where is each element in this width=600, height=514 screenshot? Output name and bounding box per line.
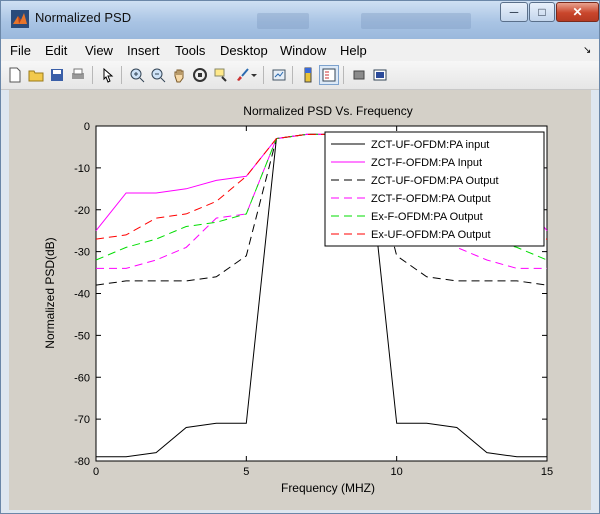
matlab-icon — [11, 10, 29, 28]
x-tick-label: 10 — [391, 466, 403, 478]
window-title: Normalized PSD — [35, 10, 132, 25]
brush-dropdown-icon[interactable] — [249, 65, 259, 85]
legend[interactable]: ZCT-UF-OFDM:PA input ZCT-F-OFDM:PA Input Z… — [324, 131, 545, 247]
print-icon[interactable] — [68, 65, 88, 85]
colorbar-icon[interactable] — [298, 65, 318, 85]
legend-box — [324, 131, 545, 247]
menu-bar: File Edit View Insert Tools Desktop Wind… — [1, 39, 599, 61]
brush-icon[interactable] — [232, 65, 252, 85]
y-tick-label: -80 — [74, 456, 90, 468]
legend-entry: Ex-UF-OFDM:PA Output — [371, 229, 491, 241]
link-plot-icon[interactable] — [269, 65, 289, 85]
menu-view[interactable]: View — [85, 43, 113, 58]
x-tick-label: 15 — [541, 466, 553, 478]
zoom-out-icon[interactable] — [148, 65, 168, 85]
y-tick-label: -60 — [74, 372, 90, 384]
menu-tools[interactable]: Tools — [175, 43, 206, 58]
pan-hand-icon[interactable] — [169, 65, 189, 85]
x-tick-label: 5 — [243, 466, 249, 478]
menu-file[interactable]: File — [10, 43, 31, 58]
series-line-2 — [95, 133, 548, 286]
series-line-5 — [95, 133, 548, 240]
minimize-icon: ─ — [509, 5, 519, 19]
minimize-button[interactable]: ─ — [500, 2, 528, 22]
background-ghost — [361, 13, 471, 29]
y-tick-label: -70 — [74, 414, 90, 426]
y-axis-label: Normalized PSD(dB) — [43, 237, 57, 348]
toolbar-separator — [263, 66, 264, 84]
open-folder-icon[interactable] — [26, 65, 46, 85]
zoom-in-icon[interactable] — [127, 65, 147, 85]
menu-desktop[interactable]: Desktop — [220, 43, 268, 58]
legend-entry: ZCT-F-OFDM:PA Output — [371, 193, 491, 205]
axis-ticks: 0-10-20-30-40-50-60-70-800 5 10 15 — [74, 121, 553, 478]
chart-title: Normalized PSD Vs. Frequency — [243, 104, 412, 118]
menu-window[interactable]: Window — [280, 43, 327, 58]
background-ghost — [257, 13, 309, 29]
legend-entry: ZCT-UF-OFDM:PA Output — [371, 175, 499, 187]
data-cursor-icon[interactable] — [211, 65, 231, 85]
x-axis-label: Frequency (MHZ) — [281, 481, 375, 495]
close-button[interactable]: ✕ — [556, 2, 599, 22]
save-icon[interactable] — [47, 65, 67, 85]
pointer-icon[interactable] — [98, 65, 118, 85]
show-plot-tools-icon[interactable] — [370, 65, 390, 85]
plot-svg: Normalized PSD Vs. Frequency 0 -10 -20 -30 -… — [43, 104, 553, 495]
toolbar-separator — [292, 66, 293, 84]
rotate-3d-icon[interactable] — [190, 65, 210, 85]
new-file-icon[interactable] — [5, 65, 25, 85]
hide-plot-tools-icon[interactable] — [349, 65, 369, 85]
dock-arrow-icon[interactable]: ↘ — [583, 45, 592, 56]
title-bar[interactable]: Normalized PSD ─ □ ✕ — [1, 1, 599, 39]
toolbar-separator — [121, 66, 122, 84]
menu-help[interactable]: Help — [340, 43, 367, 58]
toolbar-separator — [92, 66, 93, 84]
close-icon: ✕ — [572, 5, 583, 19]
y-tick-label: -10 — [74, 163, 90, 175]
figure-toolbar — [1, 61, 599, 90]
maximize-button[interactable]: □ — [529, 2, 555, 22]
legend-icon[interactable] — [319, 65, 339, 85]
menu-insert[interactable]: Insert — [127, 43, 160, 58]
x-tick-label: 0 — [93, 466, 99, 478]
legend-entry: ZCT-UF-OFDM:PA input — [371, 139, 489, 151]
y-tick-label: -50 — [74, 330, 90, 342]
legend-entry: Ex-F-OFDM:PA Output — [371, 211, 483, 223]
toolbar-separator — [343, 66, 344, 84]
y-tick-label: -30 — [74, 247, 90, 259]
y-tick-label: 0 — [84, 121, 90, 133]
figure-canvas: Normalized PSD Vs. Frequency 0 -10 -20 -30 -… — [9, 90, 591, 510]
y-tick-label: -20 — [74, 205, 90, 217]
maximize-icon: □ — [538, 5, 546, 19]
menu-edit[interactable]: Edit — [45, 43, 68, 58]
y-tick-label: -40 — [74, 289, 90, 301]
legend-entry: ZCT-F-OFDM:PA Input — [371, 157, 482, 169]
